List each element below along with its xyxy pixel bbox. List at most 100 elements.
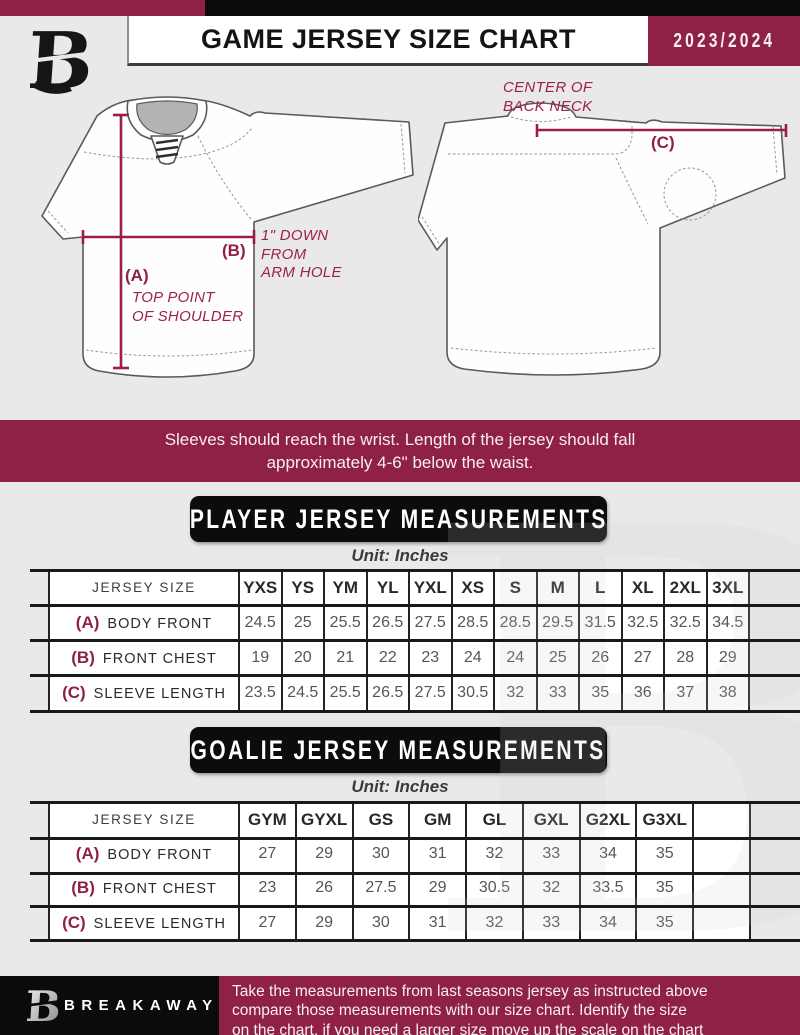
measure-label: FRONT CHEST — [102, 880, 217, 897]
size-value-cell: 26 — [294, 870, 354, 905]
size-value-cell: 36 — [620, 675, 665, 711]
size-column-header: S — [493, 570, 538, 605]
measurement-row: (C) SLEEVE LENGTH 23.5 24.5 25.5 26.5 27.5 30.5… — [48, 675, 750, 711]
size-value-cell: 35 — [635, 905, 695, 940]
table-rule — [30, 710, 800, 713]
size-column-header: GYM — [238, 802, 297, 837]
size-value-cell: 26 — [578, 640, 623, 675]
size-value-cell: 32 — [465, 905, 524, 940]
size-value-cell: 23 — [238, 870, 297, 905]
size-column-header: XL — [620, 570, 665, 605]
size-value-cell: 24.5 — [238, 605, 283, 640]
measurement-row: (C) SLEEVE LENGTH 27 29 30 31 32 33 34 35 — [48, 905, 751, 940]
size-value-cell: 38 — [705, 675, 750, 711]
measure-label: BODY FRONT — [107, 846, 213, 863]
size-value-cell: 27.5 — [408, 675, 453, 711]
size-value-cell: 30 — [351, 837, 411, 870]
table-rule — [30, 569, 800, 572]
page-title-box: GAME JERSEY SIZE CHART — [127, 16, 648, 66]
size-value-cell: 37 — [663, 675, 708, 711]
measure-key: (C) — [62, 683, 86, 702]
measurement-row: (B) FRONT CHEST 19 20 21 22 23 24 24 25 26 27 28 29 — [48, 640, 750, 675]
fit-notice-banner: Sleeves should reach the wrist. Length o… — [0, 420, 800, 482]
size-value-cell: 32 — [465, 837, 524, 870]
size-value-cell: 25.5 — [323, 675, 368, 711]
size-value-cell: 22 — [365, 640, 410, 675]
size-value-cell: 31.5 — [578, 605, 623, 640]
size-value-cell: 29 — [294, 905, 354, 940]
size-column-header — [692, 802, 751, 837]
measure-label: SLEEVE LENGTH — [93, 686, 226, 702]
size-value-cell: 24.5 — [280, 675, 325, 711]
size-value-cell: 34.5 — [705, 605, 750, 640]
front-jersey-illustration — [41, 96, 414, 378]
size-value-cell: 28.5 — [493, 605, 538, 640]
breakaway-b-logo-icon: B — [27, 984, 61, 1026]
page-title: GAME JERSEY SIZE CHART — [200, 24, 577, 54]
player-measurements-table: JERSEY SIZE YXS YS YM YL YXL XS S M L XL 2XL 3XL (A) B… — [48, 570, 750, 711]
size-value-cell: 27 — [620, 640, 665, 675]
size-value-cell: 35 — [635, 870, 695, 905]
size-value-cell: 23 — [408, 640, 453, 675]
size-value-cell: 28 — [663, 640, 708, 675]
measure-key: (A) — [75, 612, 100, 632]
row-label: (A) BODY FRONT — [48, 837, 240, 870]
size-value-cell: 27 — [238, 905, 297, 940]
measurement-row: (B) FRONT CHEST 23 26 27.5 29 30.5 32 33.5 35 — [48, 870, 751, 905]
size-column-header: G2XL — [578, 802, 638, 837]
table-rule — [30, 674, 800, 677]
size-value-cell: 34 — [578, 837, 638, 870]
size-value-cell: 30.5 — [450, 675, 495, 711]
size-value-cell: 29.5 — [535, 605, 580, 640]
size-column-header: 2XL — [663, 570, 708, 605]
size-value-cell: 25 — [535, 640, 580, 675]
player-section-title-text: PLAYER JERSEY MEASUREMENTS — [189, 503, 608, 534]
goalie-unit-label: Unit: Inches — [351, 777, 449, 796]
measure-c-note: CENTER OF BACK NECK — [503, 79, 593, 115]
table-rule — [30, 872, 800, 875]
size-header-row: JERSEY SIZE YXS YS YM YL YXL XS S M L XL 2XL 3XL — [48, 570, 750, 605]
top-accent-bar-maroon — [0, 0, 205, 16]
goalie-section-title: GOALIE JERSEY MEASUREMENTS — [190, 727, 607, 773]
size-value-cell: 19 — [238, 640, 283, 675]
size-value-cell: 29 — [705, 640, 750, 675]
size-value-cell: 24 — [450, 640, 495, 675]
measure-key: (B) — [71, 877, 95, 897]
footer-instructions-text: Take the measurements from last seasons … — [232, 983, 708, 1035]
table-rule — [30, 905, 800, 908]
size-value-cell: 32.5 — [620, 605, 665, 640]
size-header-row: JERSEY SIZE GYM GYXL GS GM GL GXL G2XL G3XL — [48, 802, 751, 837]
size-value-cell: 20 — [280, 640, 325, 675]
measure-key: (A) — [75, 843, 100, 863]
size-column-header: GL — [465, 802, 524, 837]
size-column-header: GYXL — [294, 802, 354, 837]
size-header-label: JERSEY SIZE — [48, 570, 240, 605]
size-value-cell: 25.5 — [323, 605, 368, 640]
size-value-cell: 24 — [493, 640, 538, 675]
measure-a-key: (A) — [125, 266, 149, 285]
footer-brand-name: BREAKAWAY — [64, 997, 219, 1014]
size-column-header: M — [535, 570, 580, 605]
size-column-header: YXL — [408, 570, 453, 605]
season-label: 2023/2024 — [673, 29, 775, 52]
row-label: (B) FRONT CHEST — [48, 640, 240, 675]
size-value-cell: 32.5 — [663, 605, 708, 640]
size-column-header: L — [578, 570, 623, 605]
size-column-header: 3XL — [705, 570, 750, 605]
size-value-cell: 30 — [351, 905, 411, 940]
table-rule — [30, 604, 800, 607]
row-label: (B) FRONT CHEST — [48, 870, 240, 905]
size-column-header: GXL — [521, 802, 581, 837]
measure-label: SLEEVE LENGTH — [93, 915, 226, 932]
size-value-cell: 34 — [578, 905, 638, 940]
size-column-header: YL — [365, 570, 410, 605]
size-value-cell — [692, 837, 751, 870]
top-accent-bar-black — [205, 0, 800, 16]
size-column-header: XS — [450, 570, 495, 605]
size-value-cell: 30.5 — [465, 870, 524, 905]
measure-label: FRONT CHEST — [102, 650, 217, 667]
size-value-cell: 27.5 — [351, 870, 411, 905]
measure-a-note: TOP POINT OF SHOULDER — [132, 289, 244, 325]
table-rule — [30, 639, 800, 642]
